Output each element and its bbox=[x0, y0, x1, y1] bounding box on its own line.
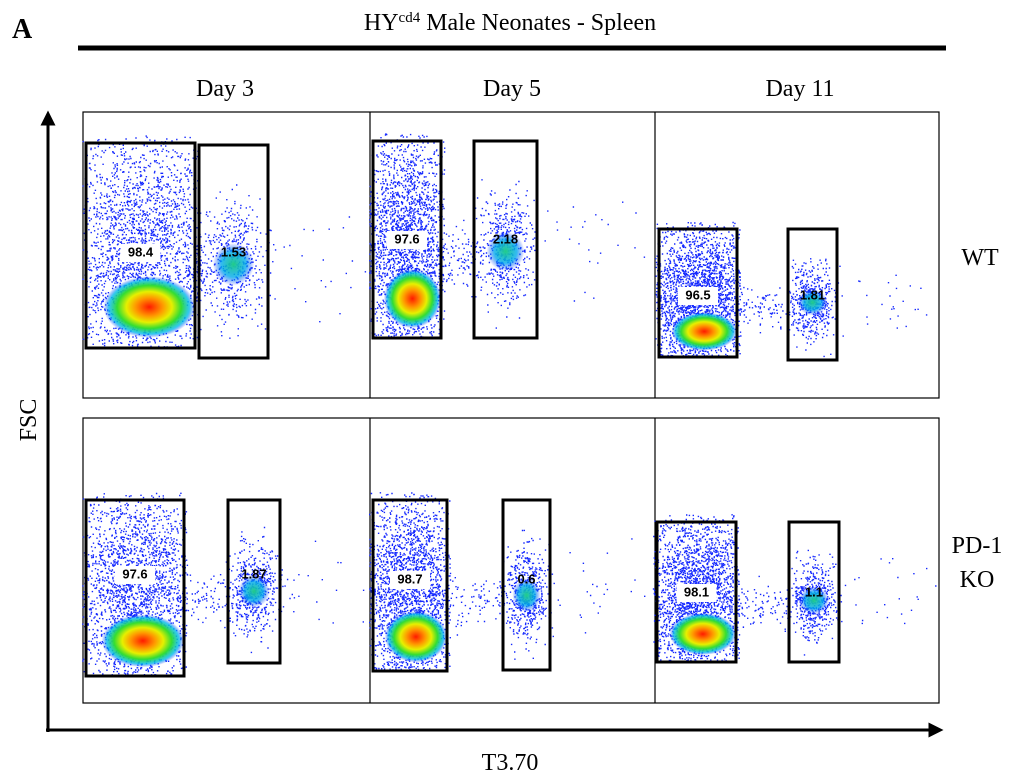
gate bbox=[472, 139, 539, 340]
density-core bbox=[383, 269, 441, 329]
title-text: HY bbox=[364, 10, 399, 36]
plots: Day 3 Day 5 Day 11 WT 98.4 1.53 97.6 2.18 96.5 1.… bbox=[82, 76, 1003, 704]
density-core bbox=[486, 231, 525, 272]
gate-label-bg bbox=[387, 231, 427, 249]
event-dots bbox=[82, 492, 365, 678]
gate-percent: 97.6 bbox=[122, 566, 147, 581]
title-rest: Male Neonates - Spleen bbox=[420, 10, 656, 36]
row-label: PD-1 bbox=[952, 533, 1003, 559]
gate bbox=[197, 143, 270, 360]
column-label: Day 11 bbox=[765, 76, 834, 102]
gate-percent: 97.6 bbox=[394, 231, 419, 246]
density-core bbox=[797, 289, 828, 316]
density-core bbox=[671, 312, 737, 351]
gate-percent: 1.1 bbox=[805, 584, 823, 599]
density-core bbox=[212, 242, 255, 286]
gate bbox=[371, 498, 449, 673]
gate-percent: 98.1 bbox=[684, 584, 709, 599]
density-core bbox=[101, 614, 184, 668]
density-core bbox=[103, 276, 195, 338]
column-label: Day 3 bbox=[196, 76, 254, 102]
gate-percent: 96.5 bbox=[685, 287, 710, 302]
panel-label: A bbox=[12, 14, 33, 45]
row-frame bbox=[82, 111, 940, 399]
gate-label-bg bbox=[120, 244, 161, 262]
gate-percent: 1.53 bbox=[221, 244, 246, 259]
gate-percent: 98.4 bbox=[128, 244, 154, 259]
gate bbox=[501, 498, 552, 672]
row-label: WT bbox=[961, 245, 999, 271]
gate-label-bg bbox=[390, 571, 430, 589]
gate bbox=[655, 520, 738, 664]
gate bbox=[657, 227, 739, 359]
density-core bbox=[238, 574, 270, 608]
gate-percent: 0.6 bbox=[517, 571, 535, 586]
density-core bbox=[669, 613, 736, 655]
density-core bbox=[384, 611, 448, 663]
gate-label-bg bbox=[676, 584, 717, 602]
gate bbox=[371, 139, 443, 340]
row-frame bbox=[82, 417, 940, 704]
density-core bbox=[799, 586, 829, 615]
figure-title: HYcd4 Male Neonates - Spleen bbox=[364, 10, 656, 36]
column-label: Day 5 bbox=[483, 76, 541, 102]
y-axis-label: FSC bbox=[16, 399, 42, 442]
gate bbox=[226, 498, 282, 665]
gate-percent: 2.18 bbox=[493, 231, 518, 246]
gate-percent: 98.7 bbox=[397, 571, 422, 586]
gate bbox=[786, 227, 839, 362]
gate-label-bg bbox=[678, 287, 718, 305]
gate bbox=[84, 498, 186, 678]
title-superscript: cd4 bbox=[399, 10, 421, 26]
gate-percent: 1.87 bbox=[241, 566, 266, 581]
gate-label-bg bbox=[115, 566, 155, 584]
gate bbox=[787, 520, 841, 664]
row-label: KO bbox=[960, 567, 995, 593]
density-core bbox=[512, 578, 541, 613]
gate bbox=[84, 141, 197, 350]
x-axis-label: T3.70 bbox=[482, 750, 539, 776]
gate-percent: 1.81 bbox=[800, 287, 825, 302]
